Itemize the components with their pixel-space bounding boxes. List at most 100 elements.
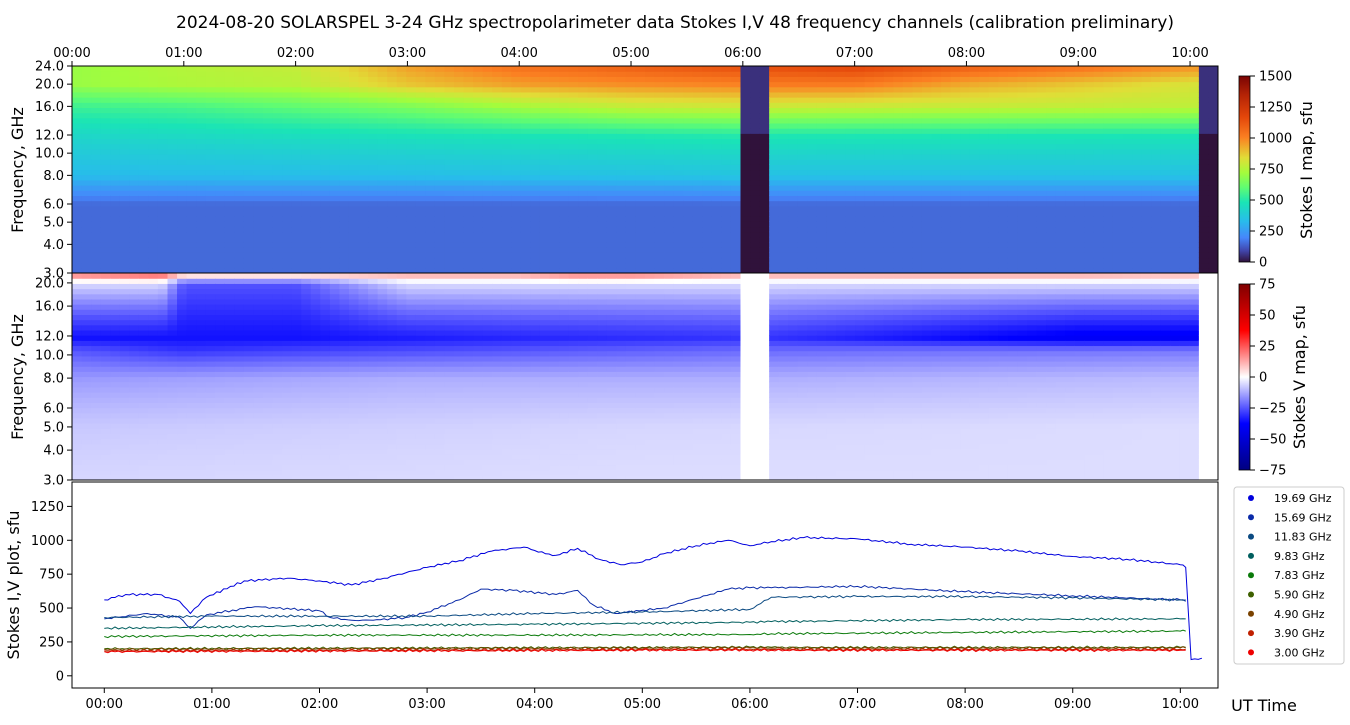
heatmap-cell [1179,169,1190,176]
heatmap-cell [377,252,388,259]
heatmap-cell [243,226,255,233]
heatmap-cell [1103,112,1114,119]
heatmap-cell [272,210,283,217]
heatmap-cell [329,226,340,233]
heatmap-cell [1112,86,1124,93]
heatmap-cell [969,205,980,212]
heatmap-cell [673,200,684,207]
heatmap-cell [1198,122,1210,129]
heatmap-cell [988,86,999,93]
heatmap-cell [444,112,455,119]
heatmap-cell [1122,143,1133,150]
heatmap-cell [1093,231,1104,238]
heatmap-cell [396,159,407,165]
heatmap-cell [664,169,675,176]
heatmap-cell [186,174,197,181]
heatmap-cell [272,97,283,103]
heatmap-cell [750,164,761,171]
heatmap-cell [826,200,837,207]
heatmap-cell [673,236,684,243]
heatmap-cell [396,148,407,155]
heatmap-cell [196,138,207,145]
heatmap-cell [902,185,913,191]
heatmap-cell [769,97,780,103]
heatmap-cell [310,143,321,150]
heatmap-cell [520,117,531,124]
heatmap-cell [91,293,102,300]
heatmap-cell [988,210,999,217]
heatmap-cell [138,216,149,222]
heatmap-cell [1046,133,1057,140]
heatmap-cell [1132,112,1143,119]
heatmap-cell [1065,112,1076,119]
heatmap-cell [673,226,684,233]
heatmap-cell [1007,81,1019,88]
top-tick-label: 07:00 [836,46,873,61]
heatmap-cell [148,221,159,228]
heatmap-cell [902,122,913,129]
heatmap-cell [1027,210,1038,217]
heatmap-cell [549,71,560,77]
heatmap-cell [1132,241,1143,248]
heatmap-cell [836,76,847,83]
heatmap-cell [110,179,121,186]
heatmap-cell [902,112,913,119]
heatmap-cell [692,91,703,98]
heatmap-cell [702,102,713,108]
heatmap-cell [110,128,121,134]
heatmap-cell [454,122,465,129]
heatmap-cell [1198,231,1210,238]
heatmap-cell [769,221,780,228]
heatmap-cell [368,71,379,77]
heatmap-cell [1160,148,1171,155]
heatmap-cell [1208,159,1218,165]
heatmap-cell [473,205,484,212]
heatmap-cell [1151,66,1162,72]
heatmap-cell [415,195,426,202]
heatmap-cell [979,262,990,269]
heatmap-cell [692,107,703,114]
heatmap-cell [893,159,904,165]
heatmap-cell [377,221,388,228]
heatmap-cell [138,122,149,129]
heatmap-cell [511,216,522,222]
heatmap-cell [520,267,531,273]
heatmap-cell [539,200,551,207]
heatmap-cell [463,143,474,150]
heatmap-cell [931,221,942,228]
heatmap-cell [711,267,722,273]
heatmap-cell [520,262,531,269]
heatmap-cell [931,241,942,248]
heatmap-cell [1093,107,1104,114]
heatmap-cell [358,210,369,217]
heatmap-cell [616,128,627,134]
heatmap-cell [1170,112,1181,119]
heatmap-cell [1141,71,1152,77]
heatmap-cell [1017,159,1028,165]
heatmap-cell [902,231,913,238]
heatmap-cell [645,128,656,134]
heatmap-cell [138,200,149,207]
heatmap-cell [157,97,169,103]
heatmap-cell [444,241,455,248]
heatmap-cell [1017,241,1028,248]
heatmap-cell [1007,153,1019,160]
heatmap-cell [1112,174,1124,181]
heatmap-cell [778,267,789,273]
heatmap-cell [750,138,761,145]
heatmap-cell [711,262,722,269]
heatmap-cell [1160,241,1171,248]
heatmap-cell [769,252,780,259]
heatmap-cell [253,231,264,238]
heatmap-cell [1007,205,1019,212]
heatmap-cell [979,107,990,114]
heatmap-cell [988,200,999,207]
heatmap-cell [72,117,83,124]
heatmap-cell [587,252,598,259]
heatmap-cell [1055,221,1066,228]
heatmap-cell [1141,107,1152,114]
heatmap-cell [224,179,235,186]
heatmap-cell [1122,86,1133,93]
heatmap-cell [205,153,216,160]
heatmap-cell [215,247,226,253]
